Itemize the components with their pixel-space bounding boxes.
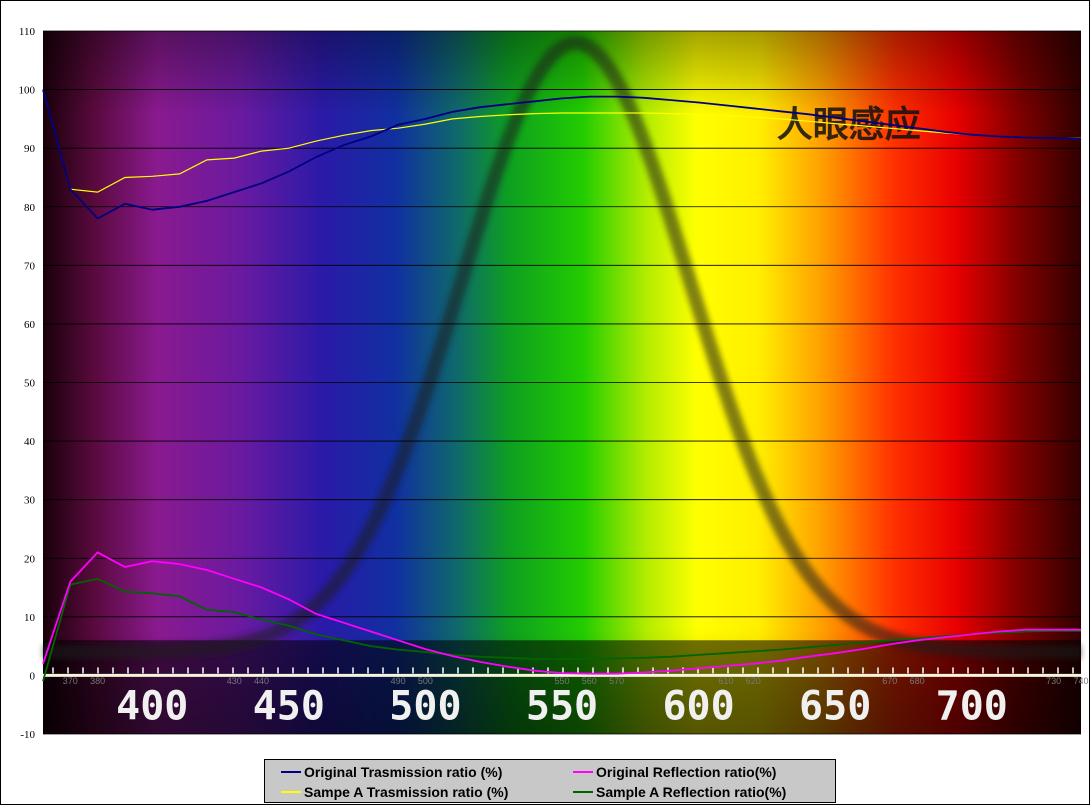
y-tick-label: 30 [24, 495, 36, 507]
category-tick-label: 670 [882, 676, 897, 686]
spectrum-wavelength-label: 400 [116, 683, 188, 729]
category-tick-label: 680 [910, 676, 925, 686]
y-tick-label: 50 [24, 378, 36, 390]
legend-swatch [573, 791, 593, 793]
legend-swatch [573, 771, 593, 773]
category-tick-label: 440 [254, 676, 269, 686]
category-tick-label: 430 [227, 676, 242, 686]
category-tick-label: 610 [718, 676, 733, 686]
chart-legend: Original Trasmission ratio (%) Original … [264, 759, 836, 803]
category-tick-label: 560 [582, 676, 597, 686]
spectrum-wavelength-label: 700 [936, 683, 1008, 729]
y-tick-label: 60 [24, 319, 36, 331]
y-tick-label: 100 [19, 85, 36, 97]
category-tick-label: 620 [746, 676, 761, 686]
spectrum-wavelength-label: 650 [799, 683, 871, 729]
legend-entry-original-transmission: Original Trasmission ratio (%) [281, 763, 502, 781]
series-line-0 [42, 89, 1082, 220]
legend-swatch [281, 771, 301, 773]
legend-entry-original-reflection: Original Reflection ratio(%) [573, 763, 776, 781]
category-tick-label: 380 [90, 676, 105, 686]
y-tick-label: 90 [24, 143, 36, 155]
series-line-2 [42, 89, 1081, 193]
spectrum-wavelength-label: 550 [526, 683, 598, 729]
spectral-ratio-chart: -10 0 10 20 30 40 50 60 70 80 90 100 110 400 450 500 550… [19, 26, 1089, 741]
spectrum-wavelength-label: 500 [389, 683, 461, 729]
series-line-3 [42, 577, 1081, 682]
legend-entry-sample-a-reflection: Sample A Reflection ratio(%) [573, 783, 786, 801]
y-tick-label: -10 [20, 729, 35, 741]
series-line-1 [42, 551, 1081, 675]
y-tick-label: 40 [24, 436, 36, 448]
spectrum-wavelength-label: 450 [253, 683, 325, 729]
legend-label: Original Reflection ratio(%) [596, 764, 777, 780]
eye-sensitivity-curve [43, 35, 1081, 659]
category-tick-label: 570 [609, 676, 624, 686]
legend-swatch [281, 791, 301, 793]
legend-label: Original Trasmission ratio (%) [304, 764, 503, 780]
y-tick-label: 10 [24, 612, 36, 624]
legend-label: Sample A Reflection ratio(%) [596, 784, 787, 800]
y-tick-label: 80 [24, 202, 36, 214]
category-tick-label: 550 [554, 676, 569, 686]
category-tick-label: 740 [1073, 676, 1088, 686]
spectrum-wavelength-label: 600 [662, 683, 734, 729]
category-tick-label: 730 [1046, 676, 1061, 686]
scale-strip-background [43, 640, 1081, 734]
y-tick-label: 110 [19, 26, 36, 38]
legend-label: Sampe A Trasmission ratio (%) [304, 784, 509, 800]
y-tick-label: 0 [30, 670, 36, 682]
category-tick-label: 500 [418, 676, 433, 686]
category-tick-label: 370 [63, 676, 78, 686]
category-tick-label: 490 [391, 676, 406, 686]
legend-entry-sample-a-transmission: Sampe A Trasmission ratio (%) [281, 783, 508, 801]
y-tick-label: 20 [24, 553, 36, 565]
y-tick-label: 70 [24, 260, 36, 272]
